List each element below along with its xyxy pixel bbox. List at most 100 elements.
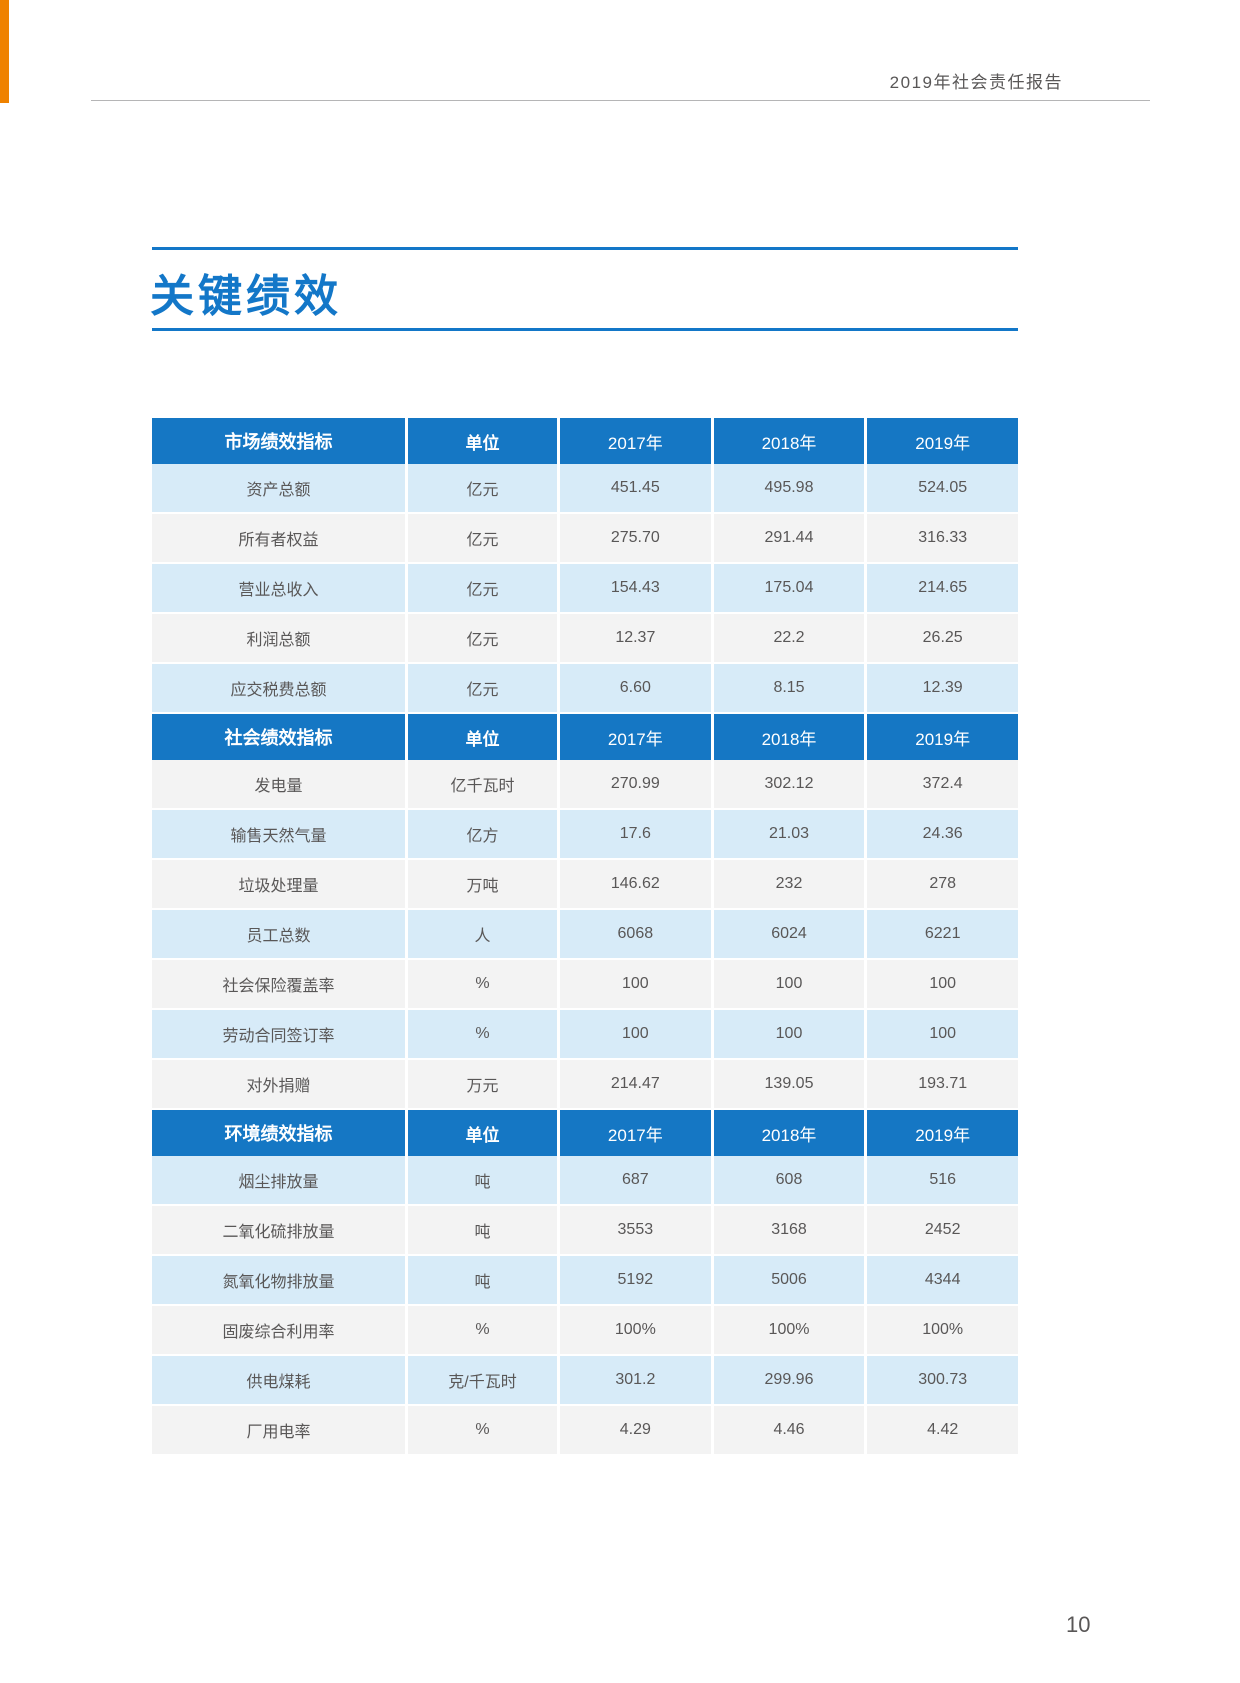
value-2017-cell: 12.37 (557, 614, 711, 662)
title-bottom-rule (152, 328, 1018, 331)
unit-cell: 亿元 (405, 564, 557, 612)
unit-cell: 克/千瓦时 (405, 1356, 557, 1404)
value-2019-cell: 24.36 (864, 810, 1018, 858)
indicator-name-cell: 供电煤耗 (246, 1374, 311, 1391)
kpi-table: 市场绩效指标 单位 2017年 2018年 2019年 资产总额 亿元 451.45 495.9… (152, 418, 1018, 1456)
value-2019-cell: 4.42 (864, 1406, 1018, 1454)
indicator-name-cell: 厂用电率 (246, 1424, 311, 1441)
title-top-rule (152, 247, 1018, 250)
indicator-name-cell: 员工总数 (246, 928, 311, 945)
unit-cell: % (405, 1406, 557, 1454)
indicator-name-cell: 营业总收入 (238, 582, 319, 599)
indicator-name-cell: 发电量 (254, 778, 303, 795)
section-header-row: 社会绩效指标 单位 2017年 2018年 2019年 (152, 714, 1018, 760)
indicator-name-cell: 烟尘排放量 (238, 1174, 319, 1191)
value-2018-cell: 100 (710, 960, 865, 1008)
unit-cell: 亿方 (405, 810, 557, 858)
value-2018-cell: 8.15 (710, 664, 865, 712)
value-2017-cell: 270.99 (557, 760, 711, 808)
value-2019-cell: 516 (864, 1156, 1018, 1204)
value-2019-cell: 26.25 (864, 614, 1018, 662)
unit-cell: 亿元 (405, 664, 557, 712)
unit-cell: % (405, 1306, 557, 1354)
year-column-header: 2019年 (864, 714, 1018, 760)
value-2017-cell: 687 (557, 1156, 711, 1204)
unit-cell: 亿元 (405, 514, 557, 562)
year-column-header: 2017年 (557, 1110, 711, 1156)
value-2019-cell: 214.65 (864, 564, 1018, 612)
value-2017-cell: 5192 (557, 1256, 711, 1304)
page-title: 关键绩效 (150, 272, 342, 321)
section-header-row: 市场绩效指标 单位 2017年 2018年 2019年 (152, 418, 1018, 464)
year-column-header: 2019年 (864, 418, 1018, 464)
unit-column-header: 单位 (405, 418, 557, 464)
section-title: 社会绩效指标 (224, 728, 333, 748)
unit-cell: 吨 (405, 1256, 557, 1304)
value-2019-cell: 2452 (864, 1206, 1018, 1254)
table-row: 固废综合利用率% 100% 100% 100% (152, 1306, 1018, 1356)
table-row: 发电量 亿千瓦时 270.99 302.12 372.4 (152, 760, 1018, 810)
value-2017-cell: 3553 (557, 1206, 711, 1254)
value-2018-cell: 175.04 (710, 564, 865, 612)
value-2019-cell: 100 (864, 1010, 1018, 1058)
value-2017-cell: 4.29 (557, 1406, 711, 1454)
indicator-name-cell: 劳动合同签订率 (222, 1028, 335, 1045)
value-2019-cell: 524.05 (864, 464, 1018, 512)
page-number: 10 (1066, 1612, 1091, 1637)
value-2017-cell: 154.43 (557, 564, 711, 612)
indicator-name-cell: 输售天然气量 (230, 828, 327, 845)
value-2017-cell: 451.45 (557, 464, 711, 512)
value-2017-cell: 146.62 (557, 860, 711, 908)
value-2018-cell: 22.2 (710, 614, 865, 662)
indicator-name-cell: 对外捐赠 (246, 1078, 311, 1095)
table-row: 劳动合同签订率% 100 100 100 (152, 1010, 1018, 1060)
value-2019-cell: 278 (864, 860, 1018, 908)
table-row: 二氧化硫排放量 吨 3553 3168 2452 (152, 1206, 1018, 1256)
report-header-title: 2019年社会责任报告 (889, 73, 1063, 92)
table-row: 利润总额 亿元 12.37 22.2 26.25 (152, 614, 1018, 664)
year-column-header: 2017年 (557, 418, 711, 464)
indicator-name-cell: 固废综合利用率 (222, 1324, 335, 1341)
value-2018-cell: 232 (710, 860, 865, 908)
section-title: 环境绩效指标 (224, 1124, 333, 1144)
value-2018-cell: 302.12 (710, 760, 865, 808)
value-2018-cell: 3168 (710, 1206, 865, 1254)
year-column-header: 2019年 (864, 1110, 1018, 1156)
value-2018-cell: 100 (710, 1010, 865, 1058)
value-2019-cell: 316.33 (864, 514, 1018, 562)
indicator-name-cell: 社会保险覆盖率 (222, 978, 335, 995)
value-2017-cell: 100 (557, 960, 711, 1008)
unit-cell: 万吨 (405, 860, 557, 908)
value-2018-cell: 291.44 (710, 514, 865, 562)
header-divider-line (91, 100, 1150, 101)
value-2017-cell: 214.47 (557, 1060, 711, 1108)
indicator-name-cell: 垃圾处理量 (238, 878, 319, 895)
value-2018-cell: 139.05 (710, 1060, 865, 1108)
unit-cell: 亿元 (405, 614, 557, 662)
spine-accent-bar (0, 0, 9, 103)
table-row: 对外捐赠 万元 214.47 139.05 193.71 (152, 1060, 1018, 1110)
value-2019-cell: 193.71 (864, 1060, 1018, 1108)
value-2018-cell: 4.46 (710, 1406, 865, 1454)
value-2017-cell: 275.70 (557, 514, 711, 562)
unit-column-header: 单位 (405, 1110, 557, 1156)
unit-cell: 吨 (405, 1156, 557, 1204)
table-row: 输售天然气量 亿方 17.6 21.03 24.36 (152, 810, 1018, 860)
indicator-name-cell: 资产总额 (246, 482, 311, 499)
unit-cell: 亿元 (405, 464, 557, 512)
value-2017-cell: 17.6 (557, 810, 711, 858)
table-row: 营业总收入 亿元 154.43 175.04 214.65 (152, 564, 1018, 614)
unit-column-header: 单位 (405, 714, 557, 760)
table-row: 烟尘排放量 吨 687 608 516 (152, 1156, 1018, 1206)
value-2017-cell: 6.60 (557, 664, 711, 712)
unit-cell: 万元 (405, 1060, 557, 1108)
table-row: 资产总额 亿元 451.45 495.98 524.05 (152, 464, 1018, 514)
value-2018-cell: 608 (710, 1156, 865, 1204)
unit-cell: 人 (405, 910, 557, 958)
year-column-header: 2018年 (710, 1110, 865, 1156)
value-2018-cell: 299.96 (710, 1356, 865, 1404)
value-2018-cell: 6024 (710, 910, 865, 958)
indicator-name-cell: 应交税费总额 (230, 682, 327, 699)
table-row: 社会保险覆盖率% 100 100 100 (152, 960, 1018, 1010)
unit-cell: 吨 (405, 1206, 557, 1254)
